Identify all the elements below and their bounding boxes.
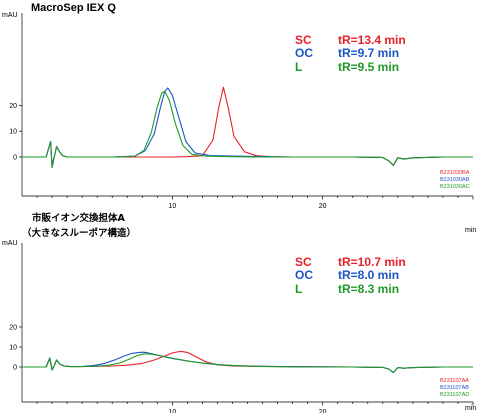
panel-1-axes: 0 10 20 10 20 [9, 13, 474, 210]
panel-2-legend-label: OC [295, 268, 313, 282]
panel-2-sample-id: B231107AB [440, 385, 469, 391]
panel-1-y-tick-label: 20 [9, 103, 17, 110]
panel-2-y-tick-label: 0 [13, 365, 17, 372]
panel-2-title-line-1: 市販イオン交換担体A [32, 212, 126, 224]
panel-2-y-tick-label: 20 [9, 325, 17, 332]
panel-2-xlabel: min [465, 405, 476, 412]
panel-2-ylabel: mAU [2, 240, 18, 247]
panel-2-traces [22, 350, 473, 374]
panel-1-y-tick-label: 0 [13, 155, 17, 162]
panel-2-x-tick-label: 10 [168, 409, 176, 413]
panel-2-x-tick-label: 20 [319, 409, 327, 413]
panel-1-legend-retention-time: tR=9.7 min [338, 46, 399, 60]
panel-1-title: MacroSep IEX Q [31, 2, 116, 14]
panel-1-legend-label: L [295, 60, 302, 74]
panel-2-legend-label: L [295, 282, 302, 296]
panel-2-legend: SC tR=10.7 min OC tR=8.0 min L tR=8.3 min [295, 255, 406, 296]
panel-1-legend-retention-time: tR=13.4 min [338, 33, 406, 47]
panel-1-legend-retention-time: tR=9.5 min [338, 60, 399, 74]
panel-2-legend-label: SC [295, 255, 312, 269]
panel-1-legend: SC tR=13.4 min OC tR=9.7 min L tR=9.5 min [295, 33, 406, 74]
panel-1-sample-id: B231030AC [440, 184, 470, 190]
panel-2-legend-retention-time: tR=8.0 min [338, 268, 399, 282]
panel-2-axes: 0 10 20 10 20 [9, 243, 474, 413]
panel-1: MacroSep IEX Q mAU min 0 10 20 10 20 SC tR=13… [2, 2, 476, 234]
panel-1-legend-label: SC [295, 33, 312, 47]
panel-1-x-tick-label: 10 [168, 203, 176, 210]
panel-2-y-tick-label: 10 [9, 345, 17, 352]
panel-1-legend-label: OC [295, 46, 313, 60]
panel-1-sample-id: B231030AB [440, 177, 470, 183]
panel-1-ylabel: mAU [2, 12, 18, 19]
panel-2-legend-retention-time: tR=10.7 min [338, 255, 406, 269]
panel-2: 市販イオン交換担体A （大きなスルーポア構造） mAU min 0 10 20 10 2… [2, 212, 476, 413]
panel-1-y-tick-label: 10 [9, 129, 17, 136]
panel-2-sample-id: B231107AA [440, 378, 469, 384]
panel-1-x-tick-label: 20 [319, 203, 327, 210]
panel-1-sample-id: B231030BA [440, 170, 470, 176]
panel-2-legend-retention-time: tR=8.3 min [338, 282, 399, 296]
panel-2-sample-id: B231107AD [440, 392, 469, 398]
panel-2-title-line-2: （大きなスルーポア構造） [22, 227, 136, 239]
panel-2-trace-l [22, 353, 473, 374]
panel-1-traces [22, 86, 473, 168]
panel-1-trace-l [22, 90, 473, 168]
panel-1-xlabel: min [465, 227, 476, 234]
